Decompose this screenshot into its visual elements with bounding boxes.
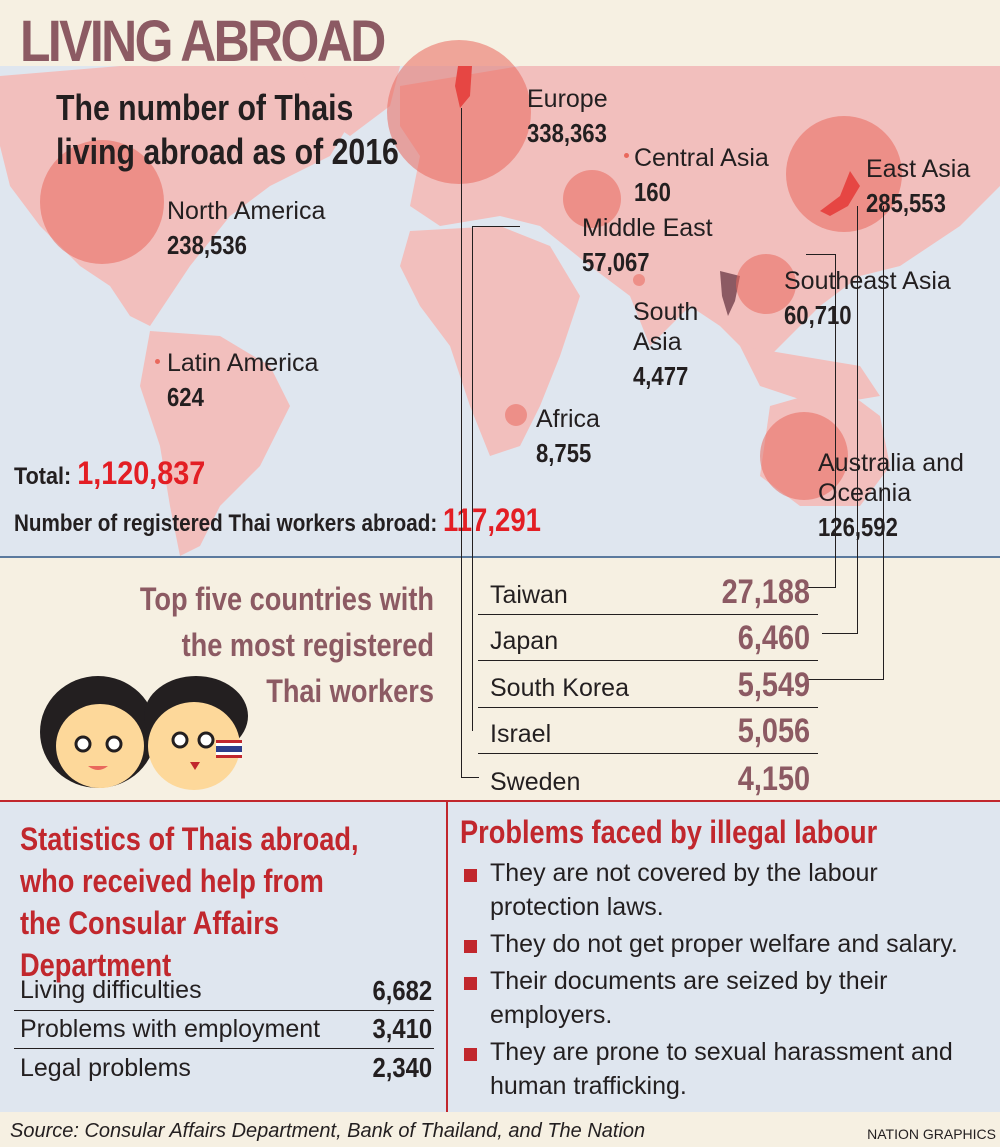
latin-america-dot: [155, 359, 160, 364]
africa-landmass: [400, 226, 580, 456]
europe-bubble: [387, 40, 531, 184]
connector-taiwan: [806, 254, 836, 588]
table-row: Legal problems 2,340: [20, 1052, 432, 1084]
connector-israel: [472, 226, 520, 731]
list-item: They are not covered by the labour prote…: [462, 856, 992, 924]
greenland-landmass: [300, 66, 400, 136]
region-north-america: North America 238,536: [167, 197, 326, 260]
south-asia-bubble: [633, 274, 645, 286]
east-asia-bubble: [786, 116, 902, 232]
australia-bubble: [760, 412, 848, 500]
list-item: Their documents are seized by their empl…: [462, 964, 992, 1032]
table-row: Taiwan 27,188: [478, 568, 818, 615]
region-south-asia: South Asia 4,477: [633, 298, 699, 391]
stats-table: Living difficulties 6,682 Problems with e…: [14, 972, 434, 1088]
credit-note: NATION GRAPHICS: [867, 1126, 996, 1142]
table-row: Japan 6,460: [478, 615, 818, 661]
workers-value: 117,291: [442, 502, 541, 538]
region-latin-america: Latin America 624: [167, 349, 319, 412]
thai-workers-illustration-icon: [40, 676, 248, 790]
total-value: 1,120,837: [77, 455, 206, 491]
africa-bubble: [505, 404, 527, 426]
table-row: Sweden 4,150: [490, 759, 810, 798]
southeast-asia-bubble: [736, 254, 796, 314]
region-east-asia: East Asia 285,553: [866, 155, 971, 218]
panel-divider: [446, 800, 448, 1112]
stats-title: Statistics of Thais abroad, who received…: [20, 821, 359, 983]
problems-title: Problems faced by illegal labour: [460, 814, 878, 850]
main-title: LIVING ABROAD: [20, 9, 386, 74]
connector-sweden: [461, 108, 479, 778]
region-southeast-asia: Southeast Asia 60,710: [784, 267, 951, 330]
region-africa: Africa 8,755: [536, 405, 600, 468]
total-line: Total: 1,120,837: [14, 455, 206, 491]
region-central-asia: Central Asia 160: [634, 144, 769, 207]
map-subtitle: The number of Thais living abroad as of …: [56, 87, 399, 172]
north-america-bubble: [40, 140, 164, 264]
bullet-square-icon: [464, 940, 477, 953]
thailand-shape: [720, 271, 740, 316]
connector-south-korea: [806, 206, 884, 680]
region-europe: Europe 338,363: [527, 85, 608, 148]
table-row: Problems with employment 3,410: [14, 1011, 434, 1049]
top-five-table: Taiwan 27,188 Japan 6,460 South Korea 5,549…: [478, 568, 818, 801]
top-five-title: Top five countries with the most registe…: [139, 581, 434, 709]
table-row: South Korea 5,549: [478, 661, 818, 708]
bullet-square-icon: [464, 977, 477, 990]
middle-east-bubble: [563, 170, 621, 228]
workers-line: Number of registered Thai workers abroad…: [14, 502, 541, 538]
list-item: They are prone to sexual harassment and …: [462, 1035, 992, 1103]
problems-list: They are not covered by the labour prote…: [462, 856, 992, 1106]
source-note: Source: Consular Affairs Department, Ban…: [10, 1120, 646, 1142]
bullet-square-icon: [464, 1048, 477, 1061]
central-asia-dot: [624, 153, 629, 158]
connector-japan: [822, 206, 858, 634]
region-middle-east: Middle East 57,067: [582, 214, 713, 277]
table-row: Israel 5,056: [478, 708, 818, 754]
table-row: Living difficulties 6,682: [14, 972, 434, 1011]
region-australia-oceania: Australia and Oceania 126,592: [818, 449, 964, 542]
list-item: They do not get proper welfare and salar…: [462, 927, 992, 961]
bottom-panel: [0, 800, 1000, 1112]
south-america-landmass: [140, 331, 290, 556]
bullet-square-icon: [464, 869, 477, 882]
